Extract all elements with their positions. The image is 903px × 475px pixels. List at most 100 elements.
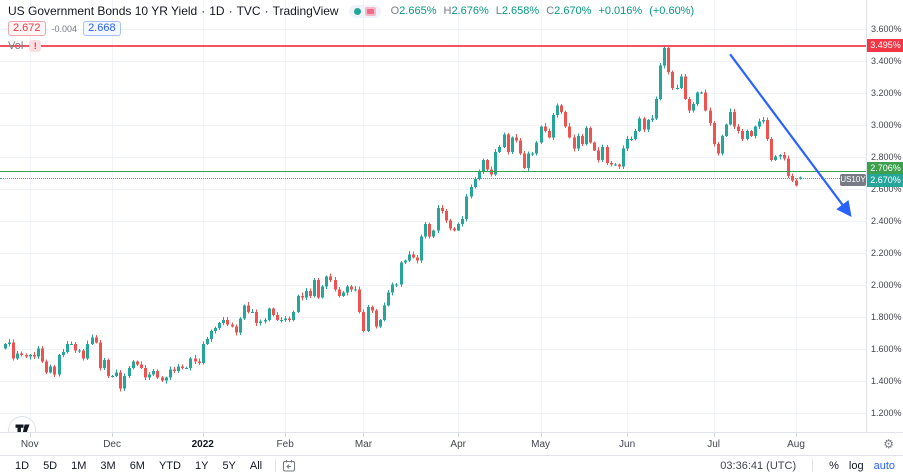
candle — [255, 311, 258, 324]
alert-flag-icon[interactable] — [364, 6, 376, 16]
range-1d-button[interactable]: 1D — [15, 459, 30, 472]
candle — [667, 47, 670, 72]
price-tick-label: 3.200% — [871, 87, 902, 98]
range-6m-button[interactable]: 6M — [129, 459, 145, 472]
symbol-title[interactable]: US Government Bonds 10 YR Yield — [8, 4, 198, 18]
candle — [214, 327, 217, 332]
candle — [58, 355, 61, 375]
range-3m-button[interactable]: 3M — [100, 459, 116, 472]
gear-icon[interactable]: ⚙ — [883, 437, 894, 451]
candle — [33, 355, 36, 357]
separator: · — [228, 4, 233, 18]
range-1y-button[interactable]: 1Y — [194, 459, 209, 472]
close-label: C — [546, 5, 555, 17]
candle — [671, 71, 674, 88]
candle — [391, 284, 394, 293]
candle — [239, 318, 242, 333]
range-1m-button[interactable]: 1M — [71, 459, 87, 472]
time-tick — [112, 433, 114, 437]
candle — [119, 372, 122, 389]
candle — [560, 105, 563, 112]
gridline-vertical — [540, 0, 542, 432]
candle — [103, 359, 106, 368]
low-label: L — [495, 5, 502, 17]
price-tick-label: 3.400% — [871, 55, 902, 66]
candle — [8, 342, 11, 344]
candle — [288, 318, 291, 320]
candle — [53, 366, 56, 375]
candle — [634, 131, 637, 140]
price-tick-label: 2.200% — [871, 247, 902, 258]
log-scale-button[interactable]: log — [848, 459, 864, 472]
range-all-button[interactable]: All — [249, 459, 263, 472]
candle — [540, 126, 543, 143]
candle — [515, 137, 518, 141]
candle — [140, 364, 143, 368]
gridline-horizontal — [0, 348, 866, 350]
candle — [548, 131, 551, 138]
candle — [74, 343, 77, 351]
candle — [404, 260, 407, 263]
candle — [301, 295, 304, 298]
time-tick — [540, 433, 542, 437]
chart-plot-area[interactable]: US Government Bonds 10 YR Yield · 1D · T… — [0, 0, 866, 432]
last-price-label: 2.670% — [867, 173, 903, 187]
bottom-toolbar: 1D 5D 1M 3M 6M YTD 1Y 5Y All 03:36:41 (UTC) % lo… — [0, 455, 903, 475]
percent-scale-button[interactable]: % — [829, 459, 839, 472]
candle — [478, 171, 481, 180]
candle — [544, 126, 547, 132]
candle — [128, 367, 131, 376]
high-value: 2.676% — [451, 5, 489, 17]
candle — [709, 110, 712, 124]
resistance-price-label: 3.495% — [867, 39, 903, 52]
candle — [338, 289, 341, 296]
market-open-icon — [353, 7, 361, 15]
range-5d-button[interactable]: 5D — [43, 459, 58, 472]
buy-price-button[interactable]: 2.668 — [83, 21, 121, 36]
range-ytd-button[interactable]: YTD — [158, 459, 181, 472]
candle — [770, 139, 773, 160]
candle — [750, 131, 753, 136]
time-tick — [285, 433, 287, 437]
gridline-horizontal — [0, 284, 866, 286]
volume-error-icon[interactable]: ! — [29, 40, 42, 52]
clock-utc[interactable]: 03:36:41 (UTC) — [720, 459, 797, 472]
gridline-horizontal — [0, 60, 866, 62]
price-axis[interactable]: 3.495% 2.706% 2.670% 1.200% 1.400% 1.600% 1… — [866, 0, 903, 432]
candle — [531, 153, 534, 155]
candle — [313, 279, 316, 296]
resistance-line[interactable] — [0, 44, 866, 47]
go-to-date-button[interactable] — [282, 459, 296, 473]
gridline-horizontal — [0, 156, 866, 158]
candle — [383, 305, 386, 320]
range-selector: 1D 5D 1M 3M 6M YTD 1Y 5Y All — [8, 460, 269, 472]
candle — [721, 135, 724, 154]
support-line[interactable] — [0, 170, 866, 173]
candle — [420, 236, 423, 261]
auto-scale-button[interactable]: auto — [873, 459, 895, 472]
range-5y-button[interactable]: 5Y — [222, 459, 236, 472]
candle — [408, 254, 411, 261]
candle — [309, 291, 312, 296]
candle — [737, 126, 740, 132]
candle — [29, 355, 32, 357]
gridline-horizontal — [0, 188, 866, 190]
volume-indicator-label[interactable]: Vol — [8, 40, 24, 52]
candle — [754, 126, 757, 136]
candle — [169, 369, 172, 378]
candle — [325, 276, 328, 287]
candle — [779, 155, 782, 157]
sell-price-button[interactable]: 2.672 — [8, 21, 46, 36]
candle — [606, 147, 609, 164]
divider — [275, 459, 277, 472]
exchange-label[interactable]: TVC — [236, 4, 261, 18]
candle — [428, 223, 431, 237]
candle — [663, 47, 666, 66]
interval-label[interactable]: 1D — [209, 4, 225, 18]
candle — [523, 153, 526, 168]
candle — [568, 126, 571, 138]
gridline-horizontal — [0, 316, 866, 318]
candle — [259, 321, 262, 324]
time-axis[interactable]: ⚙ Nov Dec 2022 Feb Mar Apr May Jun Jul Aug — [0, 432, 903, 455]
time-tick — [458, 433, 460, 437]
